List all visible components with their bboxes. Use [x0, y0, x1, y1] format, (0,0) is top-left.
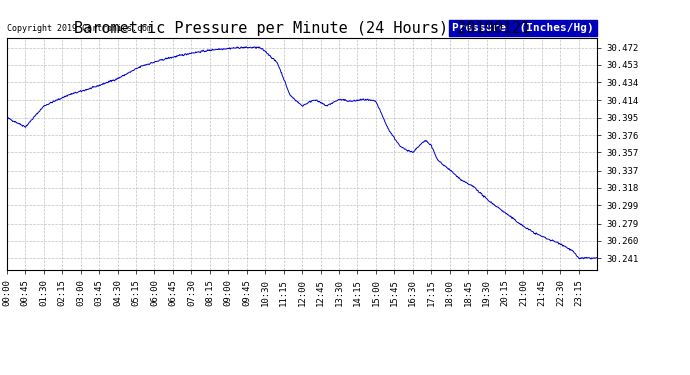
Text: Copyright 2019 Cartronics.com: Copyright 2019 Cartronics.com [7, 24, 152, 33]
Text: Pressure  (Inches/Hg): Pressure (Inches/Hg) [452, 23, 594, 33]
Title: Barometric Pressure per Minute (24 Hours) 20190121: Barometric Pressure per Minute (24 Hours… [74, 21, 530, 36]
